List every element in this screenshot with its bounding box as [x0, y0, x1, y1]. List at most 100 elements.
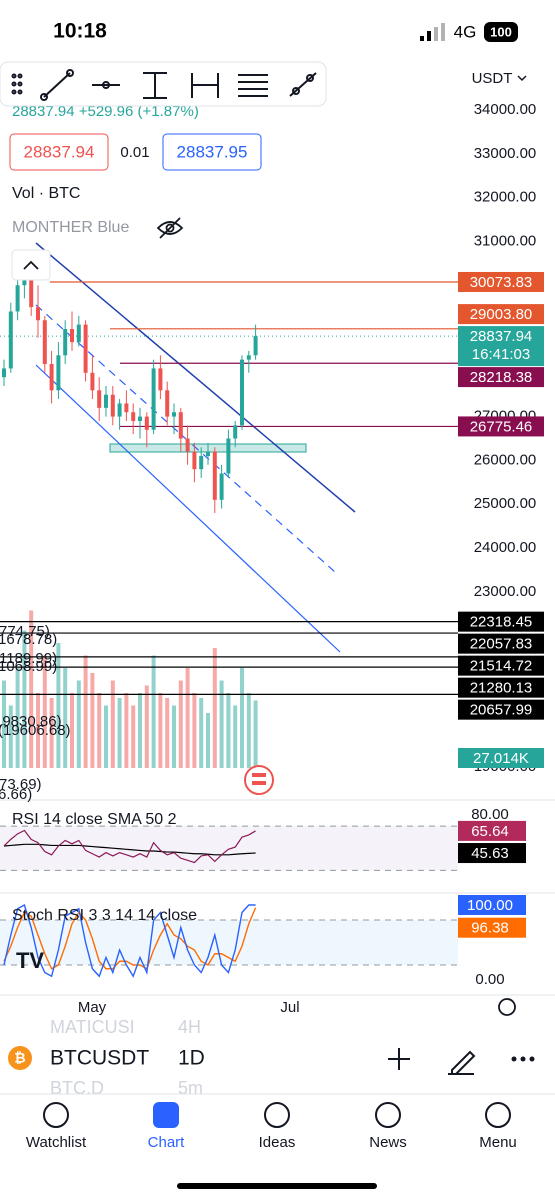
y-tick-label: 80.00 — [471, 806, 509, 823]
volume-bar — [212, 648, 217, 768]
indicator-line — [3, 907, 257, 970]
candle-body — [212, 451, 217, 500]
volume-bar — [246, 693, 251, 768]
level-label-box — [458, 271, 544, 292]
tab-label[interactable]: News — [369, 1134, 407, 1151]
indicator-name: MONTHER Blue — [12, 219, 129, 236]
add-button[interactable] — [388, 1048, 410, 1070]
volume-bar — [2, 680, 6, 768]
level-label-box — [458, 677, 544, 698]
spread: 0.01 — [120, 144, 149, 161]
candle-body — [49, 364, 54, 391]
tab-label[interactable]: Chart — [148, 1134, 186, 1151]
value-label: 65.64 — [471, 823, 509, 840]
y-tick-label: 31000.00 — [474, 232, 537, 249]
level-label-box — [458, 633, 544, 654]
tab-label[interactable]: Ideas — [259, 1134, 296, 1151]
events-flag[interactable] — [244, 765, 274, 795]
collapse-button[interactable] — [11, 249, 51, 281]
toolbar-icons[interactable] — [11, 69, 317, 101]
currency[interactable]: USDT — [472, 70, 513, 87]
interval[interactable]: 1D — [178, 1047, 205, 1070]
tab-bar: Watchlist Chart Ideas News Menu — [26, 1102, 517, 1151]
bid-box[interactable] — [9, 133, 109, 171]
candle-body — [138, 416, 142, 421]
level-label: 20657.99 — [470, 702, 533, 719]
y-tick-label: 32000.00 — [474, 189, 537, 206]
candle-body — [56, 355, 61, 391]
ask-box[interactable] — [162, 133, 262, 171]
volume-bar — [124, 693, 129, 768]
y-tick-label: 34000.00 — [474, 101, 537, 118]
trend-line — [35, 242, 356, 513]
battery-icon — [484, 22, 518, 42]
level-label-box — [458, 699, 544, 720]
volume-label: 27.014K — [473, 750, 529, 767]
battery-level: 100 — [490, 24, 512, 39]
indicator-line — [3, 903, 256, 978]
drawing-toolbar[interactable] — [0, 61, 327, 107]
ask[interactable]: 28837.95 — [177, 142, 248, 161]
draw-button[interactable] — [448, 1050, 476, 1075]
symbol[interactable]: BTCUSDT — [50, 1047, 149, 1070]
ghost-symbol: MATICUSI — [50, 1017, 135, 1037]
volume-bar — [8, 705, 13, 768]
volume-bar — [70, 693, 74, 768]
volume-bar — [63, 668, 68, 768]
countdown: 16:41:03 — [472, 346, 530, 363]
volume-bar — [15, 668, 20, 768]
candle-body — [15, 285, 20, 312]
candle-body — [158, 368, 163, 391]
level-label: 26775.46 — [470, 418, 533, 435]
rsi-title: RSI 14 close SMA 50 2 — [12, 811, 177, 828]
level-label: 21514.72 — [470, 658, 533, 675]
level-label: 22318.45 — [470, 614, 533, 631]
volume-bar — [29, 610, 34, 768]
candle-body — [178, 412, 183, 439]
level-label-box — [458, 367, 544, 388]
study-label: (19606.68) — [0, 722, 71, 739]
ghost-interval: 4H — [178, 1017, 201, 1037]
study-label: (73.69) — [0, 776, 42, 793]
volume-bar — [42, 655, 47, 768]
home-indicator — [177, 1183, 377, 1189]
bid[interactable]: 28837.94 — [24, 142, 95, 161]
tab-icon-shape — [375, 1102, 401, 1128]
value-label: 45.63 — [471, 845, 509, 862]
tab-icon[interactable] — [375, 1102, 401, 1128]
candle-body — [97, 390, 102, 408]
currency-caret — [517, 75, 527, 82]
volume-bar — [97, 693, 102, 768]
value-label-box — [458, 895, 526, 915]
candle-body — [192, 451, 197, 470]
tab-icon[interactable] — [264, 1102, 290, 1128]
level-label: 22057.83 — [470, 636, 533, 653]
volume-bar — [199, 698, 204, 768]
candle-body — [2, 368, 6, 378]
study-label: 19830.86) — [0, 713, 62, 730]
more-button[interactable] — [511, 1056, 535, 1062]
tab-label[interactable]: Watchlist — [26, 1134, 87, 1151]
volume-bar — [117, 698, 122, 768]
tab-icon-shape — [153, 1102, 179, 1128]
y-tick-label: 25000.00 — [474, 495, 537, 512]
tab-icon[interactable] — [153, 1102, 179, 1128]
tab-icon[interactable] — [485, 1102, 511, 1128]
candle-body — [172, 412, 176, 417]
candle-body — [165, 390, 170, 417]
volume-indicator: Vol · BTC — [12, 185, 80, 202]
volume-bar — [36, 693, 40, 768]
volume-bar — [206, 713, 210, 768]
level-label: 29003.80 — [470, 306, 533, 323]
band-fill — [0, 826, 458, 871]
study-label: 1678.78) — [0, 631, 57, 648]
symbol-bar — [0, 1040, 555, 1076]
x-tick-label: Jul — [280, 999, 299, 1016]
hide-icon[interactable] — [156, 217, 184, 239]
volume-bar — [158, 693, 163, 768]
candle-body — [29, 272, 34, 308]
candle-body — [185, 438, 190, 452]
tab-icon[interactable] — [43, 1102, 69, 1128]
settings-icon[interactable] — [498, 998, 516, 1016]
tab-label[interactable]: Menu — [479, 1134, 517, 1151]
